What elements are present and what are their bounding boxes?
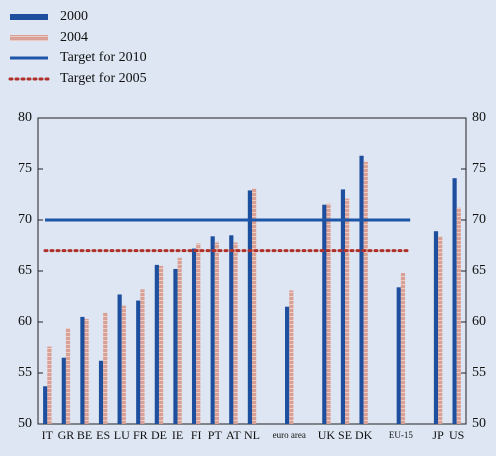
bar (136, 300, 141, 424)
bar (103, 312, 108, 424)
bar (61, 357, 66, 424)
x-tick-label: FR (133, 428, 148, 442)
y-tick-label: 55 (18, 365, 32, 380)
y-tick-label: 65 (18, 263, 32, 278)
legend-label: Target for 2005 (60, 71, 147, 86)
bar (80, 316, 85, 424)
bar (285, 306, 290, 424)
y2-tick-label: 50 (472, 416, 486, 431)
y2-tick-label: 75 (472, 161, 486, 176)
x-tick-label: DK (355, 428, 373, 442)
y2-tick-label: 65 (472, 263, 486, 278)
x-tick-label: IE (172, 428, 183, 442)
bar (121, 305, 126, 424)
bar (438, 236, 443, 424)
x-tick-label: IT (42, 428, 54, 442)
bar (233, 242, 238, 424)
legend-swatch (10, 35, 48, 41)
x-tick-label: NL (244, 428, 260, 442)
bar (452, 178, 457, 424)
y-tick-label: 60 (18, 314, 32, 329)
x-tick-label: JP (432, 428, 444, 442)
legend-swatch (10, 14, 48, 20)
x-tick-label: BE (77, 428, 92, 442)
y-tick-label: 50 (18, 416, 32, 431)
bar (322, 204, 327, 424)
y-tick-label: 80 (18, 110, 32, 125)
bar (154, 264, 159, 424)
y2-tick-label: 70 (472, 212, 486, 227)
x-tick-label: US (449, 428, 464, 442)
bar (433, 231, 439, 424)
bar (84, 318, 89, 424)
bar (214, 242, 219, 424)
bar (340, 189, 346, 424)
x-tick-label: DE (151, 428, 167, 442)
y2-tick-label: 55 (472, 365, 486, 380)
bar (363, 161, 368, 425)
bar (140, 289, 145, 424)
bar (345, 198, 350, 424)
x-tick-label: UK (318, 428, 336, 442)
bar (98, 360, 104, 424)
x-tick-label: GR (58, 428, 75, 442)
legend-label: 2004 (60, 30, 88, 45)
bar (177, 257, 182, 424)
bar (191, 248, 197, 424)
y-tick-label: 75 (18, 161, 32, 176)
bar (396, 287, 401, 424)
bar (43, 386, 48, 424)
x-tick-label: ES (96, 428, 110, 442)
bar (247, 190, 252, 424)
y2-tick-label: 60 (472, 314, 486, 329)
bar (47, 346, 52, 424)
bar (196, 243, 201, 424)
bar (173, 268, 178, 424)
bar (359, 155, 364, 425)
bar (229, 235, 234, 424)
bar (326, 203, 331, 424)
x-tick-label: AT (226, 428, 241, 442)
x-tick-label: euro area (273, 430, 306, 440)
bar (400, 273, 406, 424)
x-tick-label: EU-15 (389, 430, 413, 440)
legend-label: 2000 (60, 9, 88, 24)
bar (289, 290, 294, 424)
y2-tick-label: 80 (472, 110, 486, 125)
x-tick-label: FI (191, 428, 202, 442)
bar (65, 328, 71, 424)
x-tick-label: SE (338, 428, 352, 442)
bar (210, 236, 215, 424)
bar (456, 207, 461, 424)
y-tick-label: 70 (18, 212, 32, 227)
bar (158, 265, 164, 424)
bar (117, 294, 122, 424)
x-tick-label: PT (208, 428, 223, 442)
x-tick-label: LU (114, 428, 130, 442)
legend-label: Target for 2010 (60, 50, 147, 65)
bar (252, 188, 257, 424)
